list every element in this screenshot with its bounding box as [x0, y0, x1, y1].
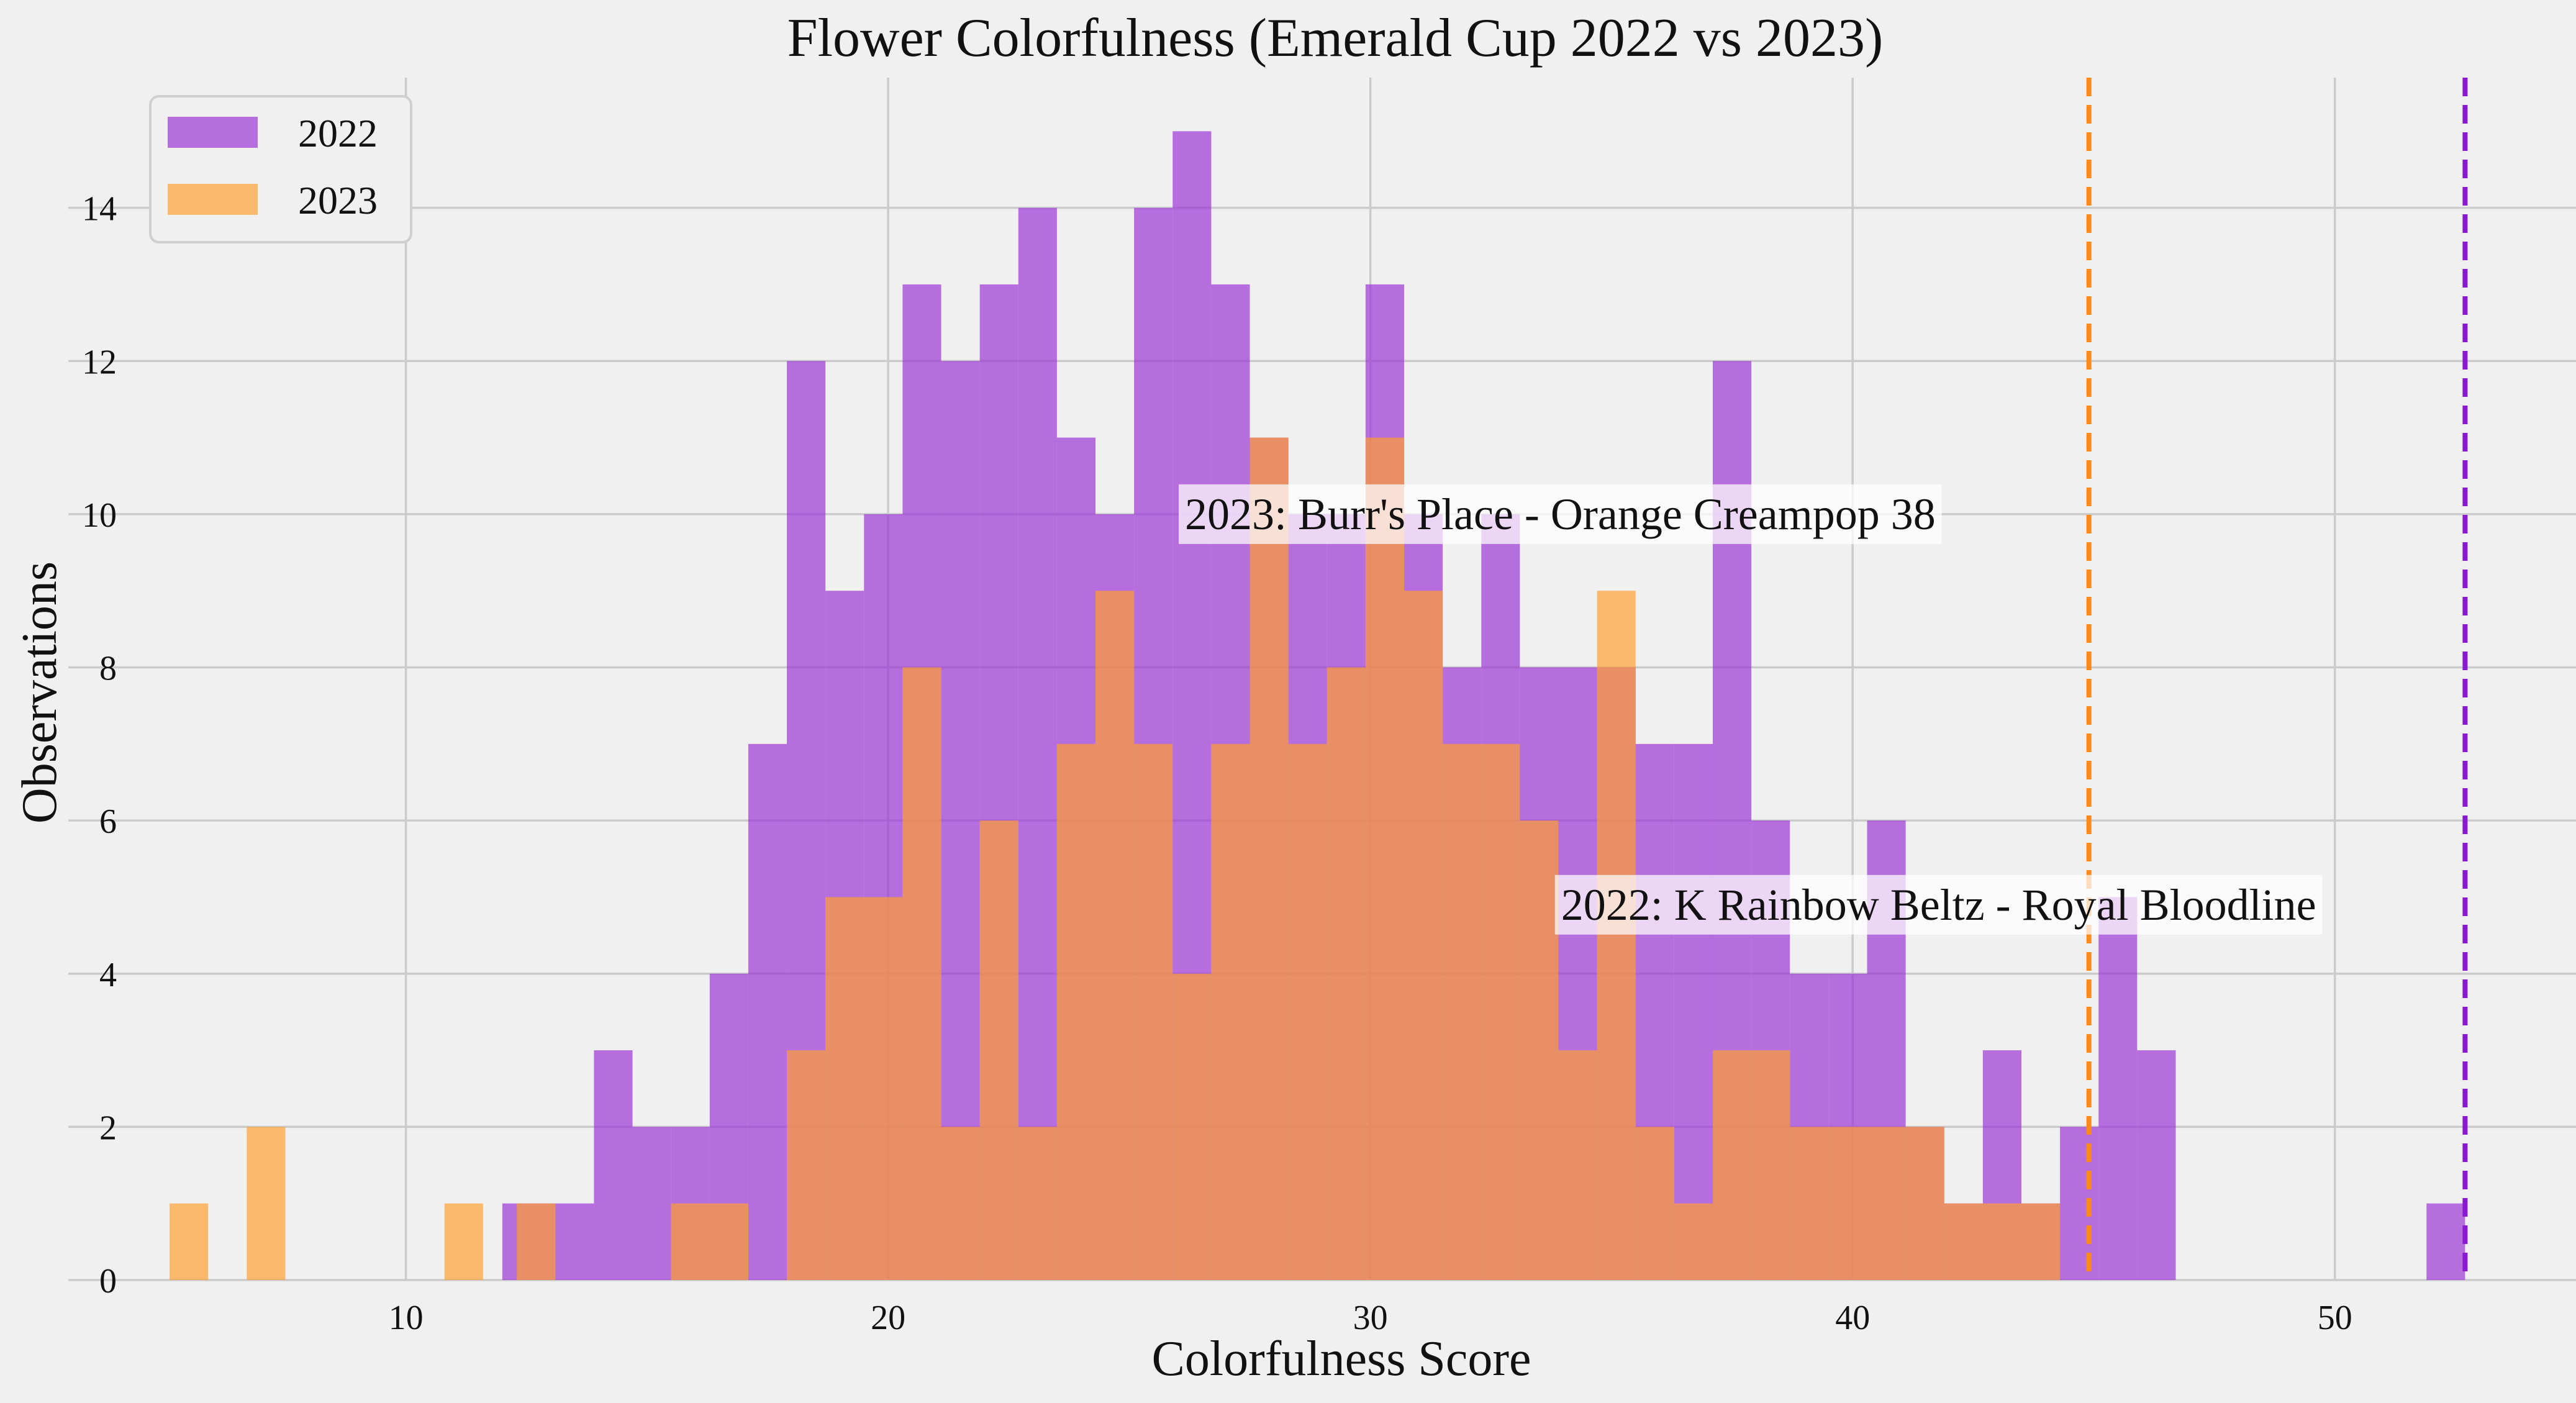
bar-2023 — [1828, 1127, 1867, 1280]
x-tick-label: 30 — [1353, 1299, 1388, 1337]
bar-2023 — [1944, 1203, 2061, 1280]
bar-2023 — [1751, 1050, 1790, 1280]
y-tick-label: 6 — [99, 802, 117, 841]
bar-2023 — [1404, 591, 1443, 1280]
bar-2023 — [1712, 1050, 1752, 1280]
bar-2023 — [1056, 743, 1096, 1280]
annotation-background — [1179, 484, 1942, 544]
chart-title: Flower Colorfulness (Emerald Cup 2022 vs… — [787, 8, 1884, 68]
bar-2022 — [2098, 897, 2138, 1280]
bar-2023 — [1558, 1050, 1597, 1280]
y-tick-label: 2 — [99, 1109, 117, 1147]
y-tick-label: 4 — [99, 956, 117, 994]
x-tick-label: 50 — [2318, 1299, 2352, 1337]
x-tick-label: 40 — [1835, 1299, 1870, 1337]
bar-2023 — [1674, 1203, 1713, 1280]
bar-2022 — [594, 1050, 633, 1280]
bar-2022 — [748, 743, 787, 1280]
bar-2023 — [1867, 1127, 1906, 1280]
x-axis-label: Colorfulness Score — [1151, 1332, 1531, 1386]
legend-swatch-2023 — [168, 184, 258, 215]
bar-2023 — [1018, 1127, 1057, 1280]
bar-2023 — [902, 667, 941, 1280]
bar-2023 — [1635, 1127, 1674, 1280]
bar-2022 — [2426, 1203, 2465, 1280]
bar-2023 — [1288, 743, 1327, 1280]
bar-2022 — [1018, 207, 1057, 1280]
bar-2023 — [1905, 1127, 1944, 1280]
bar-2023 — [1211, 743, 1250, 1280]
bar-2023 — [1327, 667, 1366, 1280]
x-tick-label: 10 — [389, 1299, 424, 1337]
bar-2023 — [1365, 437, 1405, 1280]
bar-2023 — [517, 1203, 556, 1280]
y-tick-label: 10 — [82, 496, 117, 535]
bar-2023 — [1095, 591, 1135, 1280]
x-tick-label: 20 — [871, 1299, 905, 1337]
bar-2023 — [787, 1050, 826, 1280]
legend-swatch-2022 — [168, 117, 258, 148]
annotation-text: 2023: Burr's Place - Orange Creampop 38 — [1185, 489, 1936, 539]
annotation-text: 2022: K Rainbow Beltz - Royal Bloodline — [1561, 880, 2316, 930]
bar-2022 — [555, 1203, 594, 1280]
bar-2023 — [1520, 820, 1559, 1280]
y-axis-label: Observations — [12, 561, 67, 824]
bar-2023 — [1790, 1127, 1829, 1280]
bar-2022 — [1674, 743, 1713, 1280]
bar-2022 — [941, 361, 980, 1280]
legend-label-2023: 2023 — [298, 178, 378, 222]
bar-2023 — [1443, 743, 1482, 1280]
x-tick-labels: 10 20 30 40 50 — [389, 1299, 2352, 1337]
bar-2023 — [825, 897, 903, 1280]
annotation-background — [1554, 874, 2323, 935]
y-tick-label: 8 — [99, 650, 117, 688]
legend: 2022 2023 — [149, 95, 412, 243]
bar-2023 — [444, 1203, 483, 1280]
annotations: 2023: Burr's Place - Orange Creampop 38 2… — [1179, 484, 2323, 935]
bar-2023 — [1249, 437, 1289, 1280]
y-tick-labels: 0 2 4 6 8 10 12 14 — [82, 190, 117, 1301]
bar-2022 — [632, 1127, 671, 1280]
bar-2023 — [1134, 743, 1173, 1280]
bar-2023 — [671, 1203, 748, 1280]
y-tick-label: 0 — [99, 1262, 117, 1301]
bar-2023 — [1597, 591, 1636, 1280]
bar-2023 — [979, 820, 1018, 1280]
bar-2023 — [170, 1203, 209, 1280]
annotation-1: 2022: K Rainbow Beltz - Royal Bloodline — [1554, 874, 2323, 935]
bar-2023 — [1481, 743, 1520, 1280]
bar-2023 — [247, 1127, 286, 1280]
legend-label-2022: 2022 — [298, 111, 378, 155]
y-tick-label: 12 — [82, 343, 117, 381]
bar-2023 — [941, 1127, 980, 1280]
bar-2023 — [1172, 973, 1212, 1280]
reference-lines — [2086, 78, 2468, 1280]
annotation-0: 2023: Burr's Place - Orange Creampop 38 — [1179, 484, 1942, 544]
y-tick-label: 14 — [82, 190, 117, 229]
bar-2022 — [2137, 1050, 2176, 1280]
bar-2022 — [2060, 1127, 2099, 1280]
